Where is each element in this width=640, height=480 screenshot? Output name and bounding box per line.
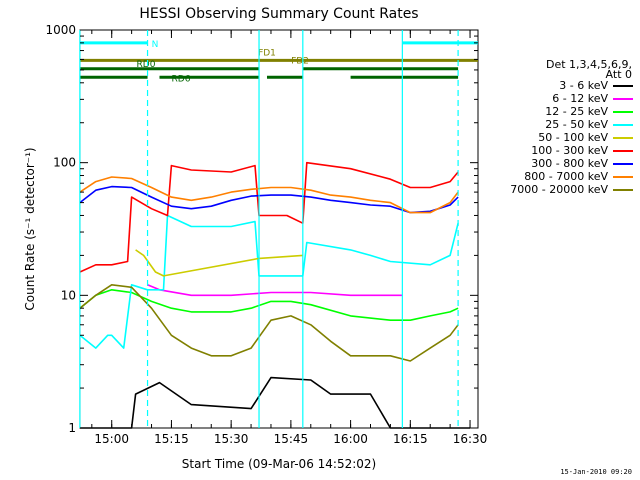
legend-entry-label: 800 - 7000 keV <box>524 170 608 183</box>
generation-timestamp: 15-Jan-2010 09:20 <box>560 468 632 476</box>
legend-entry: 7000 - 20000 keV <box>484 183 640 196</box>
x-tick-label: 15:15 <box>154 432 189 446</box>
legend-entry-label: 7000 - 20000 keV <box>510 183 608 196</box>
legend-entry-swatch <box>613 150 633 152</box>
legend-entry-label: 50 - 100 keV <box>538 131 608 144</box>
legend-entry-label: 300 - 800 keV <box>531 157 608 170</box>
x-tick-label: 15:00 <box>94 432 129 446</box>
flag-label-fd2: FD2 <box>291 56 309 66</box>
legend-entry: 800 - 7000 keV <box>484 170 640 183</box>
flag-label-rd6: RD6 <box>172 74 191 84</box>
legend-entry-label: 6 - 12 keV <box>552 92 608 105</box>
legend-entry: 300 - 800 keV <box>484 157 640 170</box>
legend-entry-label: 100 - 300 keV <box>531 144 608 157</box>
series-line-6 <box>79 185 459 214</box>
legend-detectors: Det 1,3,4,5,6,9, <box>545 58 632 71</box>
legend-entry-swatch <box>613 124 633 126</box>
y-tick-label: 100 <box>53 156 76 170</box>
series-line-4 <box>135 249 303 277</box>
y-tick-label: 1000 <box>45 23 76 37</box>
series-layer <box>79 161 470 429</box>
legend-entry: 12 - 25 keV <box>484 105 640 118</box>
markers-layer <box>79 30 459 428</box>
y-tick-label: 1 <box>68 421 76 435</box>
legend-entry-swatch <box>613 163 633 165</box>
x-axis-label: Start Time (09-Mar-06 14:52:02) <box>182 457 376 471</box>
legend-entry-label: 12 - 25 keV <box>545 105 608 118</box>
axes-layer: 15:00 15:15 15:30 15:45 16:00 16:15 16:30 1 10 10… <box>45 23 487 446</box>
flag-label-rd0: RD0 <box>137 60 156 70</box>
flags-layer: N FD1 FD2 RD0 RD6 <box>79 40 478 84</box>
legend-entry-label: 3 - 6 keV <box>559 79 608 92</box>
x-tick-label: 15:45 <box>274 432 309 446</box>
legend-entry-swatch <box>613 111 633 113</box>
plot-frame <box>79 29 479 429</box>
legend-entry: 6 - 12 keV <box>484 92 640 105</box>
series-line-7 <box>79 176 459 214</box>
y-axis-label: Count Rate (s⁻¹ detector⁻¹) <box>23 147 37 310</box>
flag-label-fd1: FD1 <box>258 48 276 58</box>
series-line-0 <box>79 376 470 429</box>
flag-label-n: N <box>152 40 159 50</box>
legend-entry-swatch <box>613 85 633 87</box>
chart-legend: 3 - 6 keV 6 - 12 keV 12 - 25 keV 25 - 50 ke… <box>484 79 640 196</box>
legend-entry-swatch <box>613 137 633 139</box>
x-tick-label: 16:30 <box>453 432 488 446</box>
series-line-5 <box>79 161 459 273</box>
x-tick-label: 16:15 <box>393 432 428 446</box>
series-line-8 <box>79 283 459 362</box>
legend-entry: 50 - 100 keV <box>484 131 640 144</box>
legend-entry-label: 25 - 50 keV <box>545 118 608 131</box>
legend-entry-swatch <box>613 98 633 100</box>
x-tick-label: 15:30 <box>214 432 249 446</box>
legend-attenuator: Att 0 <box>605 68 632 81</box>
legend-entry: 100 - 300 keV <box>484 144 640 157</box>
series-line-1 <box>147 284 403 297</box>
legend-entry-swatch <box>613 176 633 178</box>
chart-title: HESSI Observing Summary Count Rates <box>139 6 418 22</box>
series-line-3 <box>79 214 459 349</box>
legend-entry: 25 - 50 keV <box>484 118 640 131</box>
x-tick-label: 16:00 <box>333 432 368 446</box>
legend-entry-swatch <box>613 189 633 191</box>
legend-entry: 3 - 6 keV <box>484 79 640 92</box>
series-line-2 <box>79 288 459 322</box>
y-tick-label: 10 <box>61 288 76 302</box>
